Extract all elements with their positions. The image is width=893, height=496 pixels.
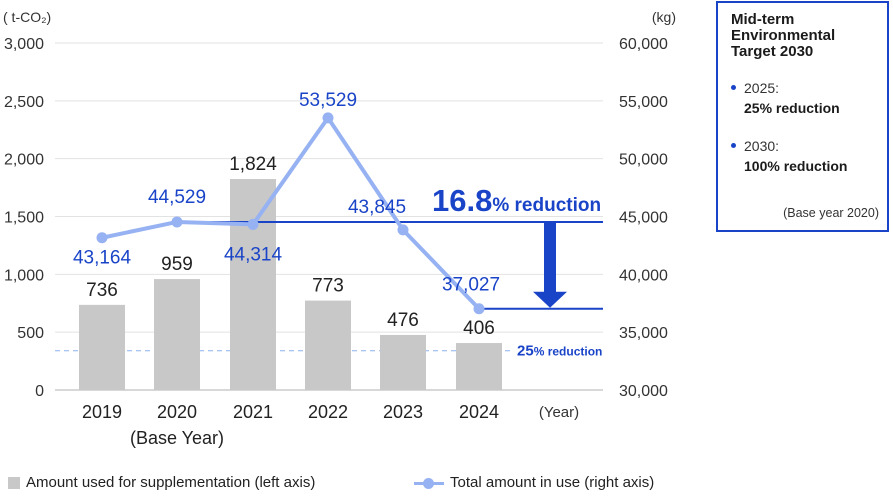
right-tick-label: 35,000 [619,325,668,342]
target-title: Mid-term Environmental Target 2030 [731,11,836,60]
line-point [96,232,108,244]
right-tick-label: 55,000 [619,94,668,111]
target-value: 25% reduction [744,100,840,116]
legend-line: Total amount in use (right axis) [414,474,654,491]
line-value-label: 43,164 [73,248,132,269]
line-value-label: 43,845 [348,197,406,218]
right-tick-label: 60,000 [619,36,668,53]
left-axis-unit: ( t-CO₂) [3,9,51,25]
x-axis-unit: (Year) [539,404,579,421]
base-year-note: (Base Year) [130,428,224,448]
left-tick-label: 2,000 [4,152,44,169]
reduction-small-label: 25% reduction [517,343,602,360]
bar [305,300,351,390]
reduction-arrow-head [533,291,567,308]
line-series [101,115,481,311]
right-tick-label: 45,000 [619,210,668,227]
bar-value-label: 736 [86,280,118,301]
line-point [247,218,259,230]
bar [79,304,125,390]
target-year: 2030: [744,138,780,154]
bar [380,334,426,390]
right-axis-unit: (kg) [652,9,676,25]
target-box: Mid-term Environmental Target 2030 2025:… [716,1,889,232]
line-point [473,303,485,315]
target-item-2030: 2030: 100% reduction [731,136,875,176]
left-tick-label: 0 [35,383,44,400]
line-point [171,216,183,228]
target-base-note: (Base year 2020) [783,206,879,220]
bullet-icon [731,143,736,148]
bar-value-label: 773 [312,276,344,297]
bar-value-label: 476 [387,310,419,331]
bar [230,179,276,390]
left-tick-label: 500 [17,325,44,342]
x-tick-label: 2020 [157,402,197,422]
line-point [397,224,409,236]
target-value: 100% reduction [744,158,848,174]
line-swatch-icon [414,476,444,490]
bar-value-label: 959 [161,254,193,275]
x-tick-label: 2019 [82,402,122,422]
left-tick-label: 1,000 [4,267,44,284]
target-item-2025: 2025: 25% reduction [731,78,875,118]
right-tick-label: 30,000 [619,383,668,400]
bar-value-label: 1,824 [229,154,277,175]
bar [154,279,200,390]
bar-value-label: 406 [463,318,495,339]
left-tick-label: 1,500 [4,210,44,227]
right-tick-label: 40,000 [619,267,668,284]
right-tick-label: 50,000 [619,152,668,169]
legend-bar-label: Amount used for supplementation (left ax… [26,474,316,491]
x-tick-label: 2022 [308,402,348,422]
bar-swatch-icon [8,476,20,489]
target-year: 2025: [744,80,780,96]
left-tick-label: 3,000 [4,36,44,53]
left-tick-label: 2,500 [4,94,44,111]
line-value-label: 44,314 [224,244,283,265]
line-value-label: 44,529 [148,187,206,208]
legend-bar: Amount used for supplementation (left ax… [8,474,315,491]
reduction-arrow-shaft [544,222,556,294]
legend-line-label: Total amount in use (right axis) [450,474,655,491]
reduction-big-label: 16.8% reduction [432,183,601,218]
line-value-label: 37,027 [442,275,500,296]
line-value-label: 53,529 [299,90,357,111]
line-point [322,112,334,124]
bullet-icon [731,85,736,90]
x-tick-label: 2023 [383,402,423,422]
x-tick-label: 2024 [459,402,499,422]
bar [456,343,502,390]
x-tick-label: 2021 [233,402,273,422]
